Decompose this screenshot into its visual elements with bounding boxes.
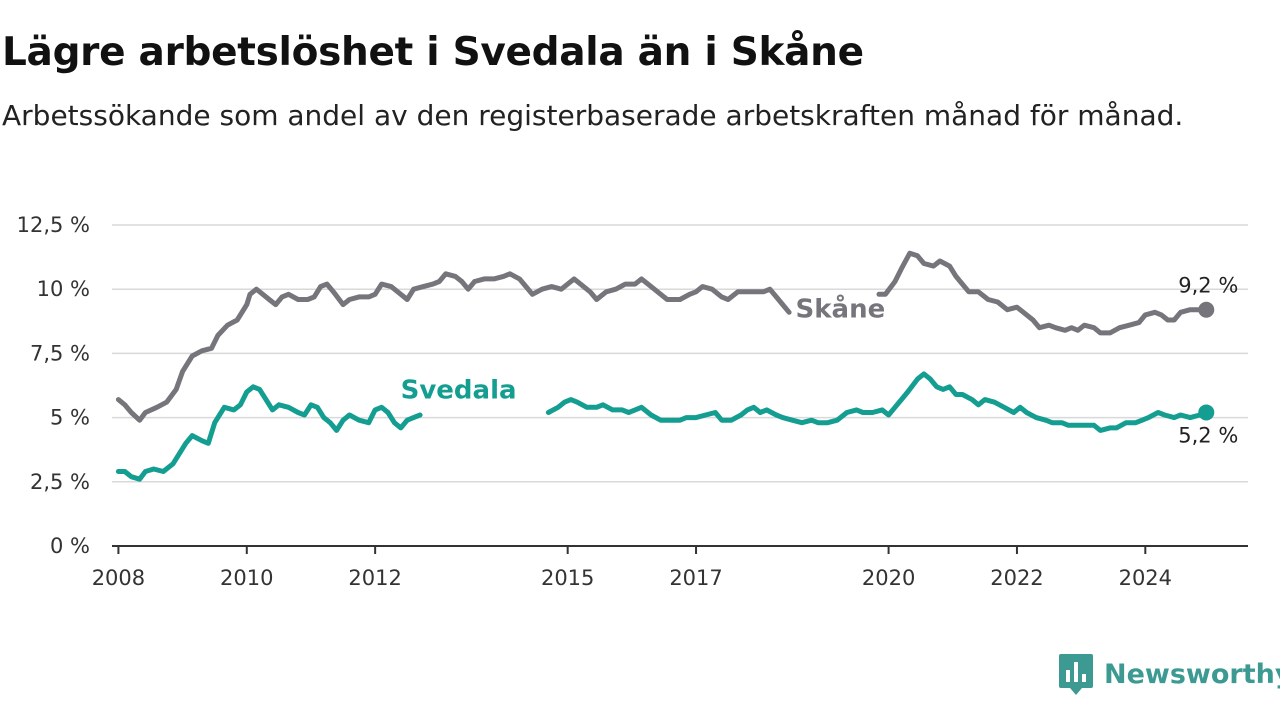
x-tick-label: 2012 bbox=[348, 566, 401, 590]
series-line-1 bbox=[545, 371, 1209, 433]
series-line-1 bbox=[115, 384, 423, 482]
series-line-0 bbox=[115, 271, 792, 423]
y-tick-label: 10 % bbox=[37, 277, 90, 301]
series-end-label-1: 5,2 % bbox=[1178, 423, 1238, 447]
brand-name: Newsworthy bbox=[1104, 658, 1280, 690]
y-tick-label: 7,5 % bbox=[30, 341, 90, 365]
grid-lines bbox=[112, 224, 1248, 483]
x-tick-label: 2020 bbox=[862, 566, 915, 590]
series-lines bbox=[115, 250, 1215, 482]
series-end-point-0 bbox=[1198, 301, 1215, 318]
y-axis: 0 % 2,5 % 5 % 7,5 % 10 % 12,5 % bbox=[17, 213, 90, 558]
y-tick-label: 0 % bbox=[50, 534, 90, 558]
series-name-label-1: Svedala bbox=[401, 375, 517, 405]
x-tick-label: 2017 bbox=[669, 566, 722, 590]
chart-subtitle: Arbetssökande som andel av den registerb… bbox=[2, 99, 1184, 132]
series-line-0 bbox=[876, 250, 1209, 336]
y-tick-label: 12,5 % bbox=[17, 213, 90, 237]
y-tick-label: 5 % bbox=[50, 406, 90, 430]
x-tick-label: 2015 bbox=[541, 566, 594, 590]
x-tick-label: 2008 bbox=[92, 566, 145, 590]
series-labels: 9,2 % 5,2 % Skåne Svedala bbox=[401, 274, 1239, 448]
x-tick-label: 2010 bbox=[220, 566, 273, 590]
chart-title: Lägre arbetslöshet i Svedala än i Skåne bbox=[2, 30, 864, 75]
series-end-point-1 bbox=[1198, 404, 1215, 421]
x-tick-label: 2024 bbox=[1119, 566, 1172, 590]
x-axis: 2008 2010 2012 2015 2017 2020 2022 2024 bbox=[92, 545, 1248, 590]
y-tick-label: 2,5 % bbox=[30, 470, 90, 494]
newsworthy-logo-icon bbox=[1059, 654, 1093, 695]
series-end-label-0: 9,2 % bbox=[1178, 274, 1238, 298]
x-tick-label: 2022 bbox=[990, 566, 1043, 590]
series-name-label-0: Skåne bbox=[796, 292, 886, 324]
line-chart: 0 %2,5 %5 %7,5 %10 %12,5 % 2008 2010 2012 2… bbox=[17, 213, 1248, 590]
newsworthy-logo[interactable]: Newsworthy bbox=[1058, 652, 1280, 696]
